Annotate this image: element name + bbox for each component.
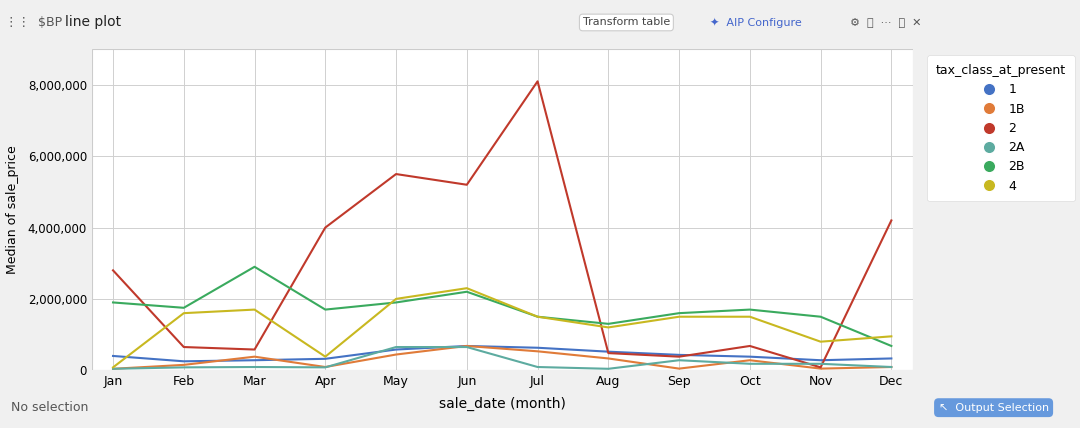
2B	[460, 289, 473, 294]
Text: ✦  AIP Configure: ✦ AIP Configure	[711, 17, 801, 28]
2B	[177, 305, 190, 310]
2	[814, 365, 827, 370]
2B	[107, 300, 120, 305]
2A	[673, 358, 686, 363]
1B	[319, 365, 332, 370]
Text: line plot: line plot	[65, 15, 121, 30]
1	[673, 352, 686, 357]
Text: ⚙  🖥  ···  ⛶  ✕: ⚙ 🖥 ··· ⛶ ✕	[850, 18, 921, 27]
1	[107, 354, 120, 359]
Line: 1: 1	[113, 346, 891, 361]
2B	[248, 264, 261, 269]
1	[248, 358, 261, 363]
1B	[248, 354, 261, 359]
2A	[531, 365, 544, 370]
2B	[743, 307, 756, 312]
4	[602, 325, 615, 330]
2	[248, 347, 261, 352]
Text: No selection: No selection	[11, 401, 89, 414]
1B	[390, 352, 403, 357]
1B	[107, 366, 120, 372]
2	[743, 343, 756, 348]
Text: Transform table: Transform table	[583, 18, 670, 27]
1	[177, 359, 190, 364]
2A	[602, 366, 615, 372]
2B	[814, 314, 827, 319]
Y-axis label: Median of sale_price: Median of sale_price	[6, 146, 19, 274]
Text: ⋮⋮  $BP: ⋮⋮ $BP	[5, 16, 63, 29]
2A	[177, 365, 190, 370]
2B	[885, 343, 897, 348]
1	[460, 343, 473, 348]
2A	[390, 345, 403, 350]
1	[885, 356, 897, 361]
2	[673, 354, 686, 359]
1B	[885, 365, 897, 370]
2	[390, 172, 403, 177]
1B	[460, 343, 473, 348]
2A	[814, 361, 827, 366]
4	[743, 314, 756, 319]
2B	[673, 311, 686, 316]
4	[248, 307, 261, 312]
2	[319, 225, 332, 230]
Line: 4: 4	[113, 288, 891, 367]
Line: 2B: 2B	[113, 267, 891, 346]
4	[673, 314, 686, 319]
1	[319, 356, 332, 361]
Text: ↖  Output Selection: ↖ Output Selection	[939, 403, 1049, 413]
Line: 2A: 2A	[113, 347, 891, 369]
1	[814, 358, 827, 363]
Legend: 1, 1B, 2, 2A, 2B, 4: 1, 1B, 2, 2A, 2B, 4	[927, 56, 1075, 202]
1	[602, 349, 615, 354]
Line: 1B: 1B	[113, 346, 891, 369]
4	[319, 354, 332, 359]
1B	[531, 349, 544, 354]
2A	[107, 366, 120, 372]
2	[885, 218, 897, 223]
2A	[743, 361, 756, 366]
1B	[743, 358, 756, 363]
2A	[248, 365, 261, 370]
2B	[531, 314, 544, 319]
1B	[814, 366, 827, 371]
2	[531, 79, 544, 84]
2	[177, 345, 190, 350]
2A	[460, 345, 473, 350]
4	[390, 296, 403, 301]
4	[531, 314, 544, 319]
Line: 2: 2	[113, 81, 891, 367]
1B	[177, 362, 190, 367]
4	[460, 285, 473, 291]
2A	[319, 365, 332, 370]
4	[177, 311, 190, 316]
1	[531, 345, 544, 350]
2B	[602, 321, 615, 327]
2B	[390, 300, 403, 305]
1B	[602, 356, 615, 361]
1	[390, 347, 403, 352]
4	[107, 365, 120, 370]
1B	[673, 366, 686, 371]
1	[743, 354, 756, 359]
4	[814, 339, 827, 344]
2B	[319, 307, 332, 312]
X-axis label: sale_date (month): sale_date (month)	[438, 396, 566, 410]
2A	[885, 365, 897, 370]
2	[602, 351, 615, 356]
2	[107, 268, 120, 273]
4	[885, 334, 897, 339]
2	[460, 182, 473, 187]
